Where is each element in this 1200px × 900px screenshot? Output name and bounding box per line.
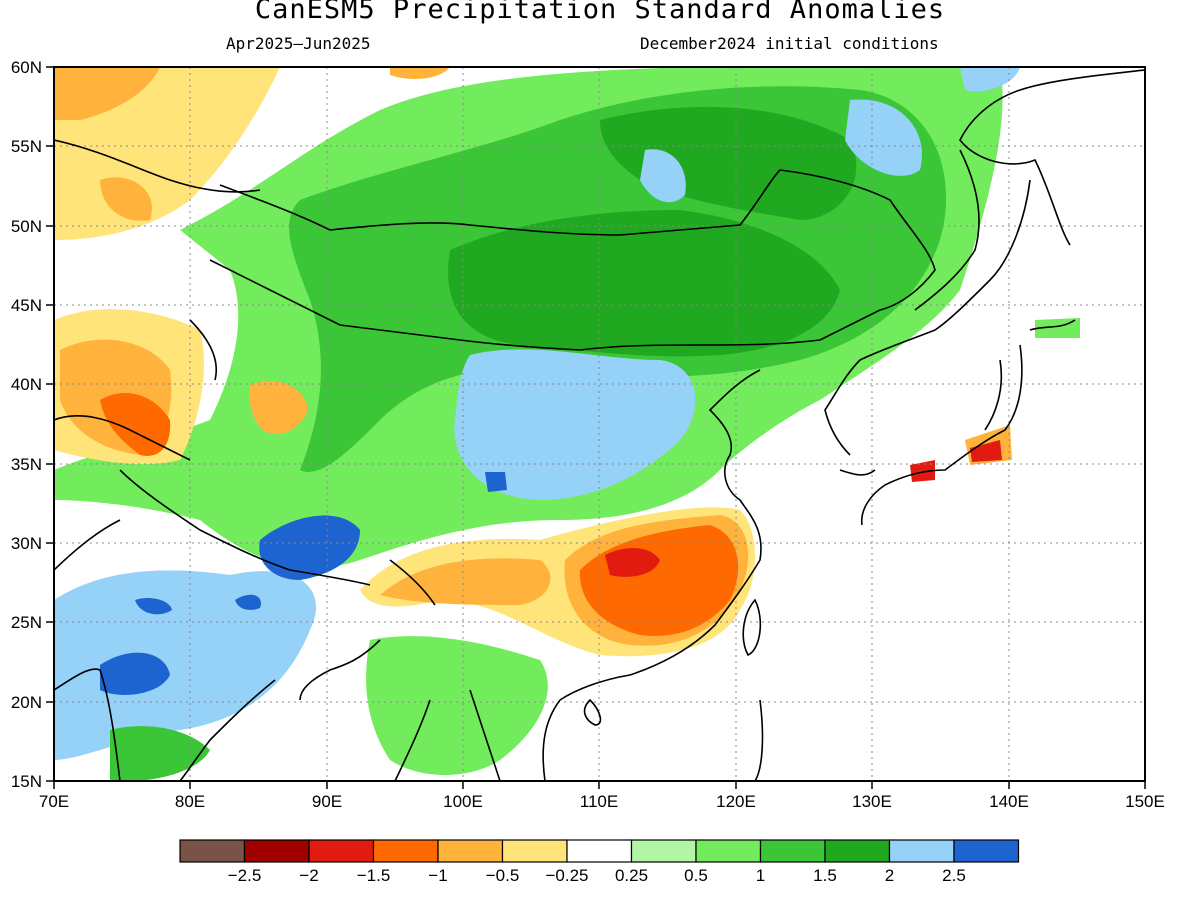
colorbar-swatch (501, 839, 568, 863)
colorbar-label: −1 (428, 866, 448, 885)
y-tick-label: 45N (11, 296, 42, 315)
y-tick-label: 40N (11, 375, 42, 394)
colorbar-swatch (888, 839, 955, 863)
colorbar-label: −0.25 (545, 866, 589, 885)
x-tick-label: 150E (1125, 792, 1165, 811)
x-tick-label: 100E (443, 792, 483, 811)
colorbar-label: 2.5 (942, 866, 966, 885)
colorbar-label: 1.5 (813, 866, 837, 885)
y-tick-label: 20N (11, 693, 42, 712)
colorbar-label: 0.5 (684, 866, 708, 885)
colorbar-swatch (630, 839, 697, 863)
initial-conditions: December2024 initial conditions (640, 34, 939, 53)
x-tick-label: 80E (175, 792, 205, 811)
colorbar-label: 1 (755, 866, 766, 885)
colorbar-swatch (824, 839, 891, 863)
colorbar-label: −1.5 (356, 866, 391, 885)
y-tick-label: 30N (11, 534, 42, 553)
y-tick-label: 50N (11, 217, 42, 236)
x-tick-label: 140E (989, 792, 1029, 811)
colorbar (179, 839, 1020, 863)
y-axis: 15N 20N 25N 30N 35N 40N 45N 50N 55N 60N (11, 58, 54, 791)
colorbar-swatch (759, 839, 826, 863)
x-tick-label: 130E (852, 792, 892, 811)
colorbar-label: −2 (299, 866, 319, 885)
colorbar-swatch (372, 839, 439, 863)
map-title: CanESM5 Precipitation Standard Anomalies (254, 0, 946, 25)
y-tick-label: 35N (11, 455, 42, 474)
x-axis: 70E 80E 90E 100E 110E 120E 130E 140E 150… (39, 781, 1165, 811)
colorbar-swatch (953, 839, 1020, 863)
colorbar-swatch (566, 839, 633, 863)
grid-lines (54, 67, 1145, 781)
colorbar-swatch (695, 839, 762, 863)
forecast-period: Apr2025—Jun2025 (226, 34, 371, 53)
y-tick-label: 55N (11, 137, 42, 156)
colorbar-label: −2.5 (227, 866, 262, 885)
colorbar-label: −0.5 (485, 866, 520, 885)
anomaly-field (54, 67, 1145, 781)
x-tick-label: 70E (39, 792, 69, 811)
x-tick-label: 90E (312, 792, 342, 811)
x-tick-label: 120E (716, 792, 756, 811)
colorbar-swatch (437, 839, 504, 863)
y-tick-label: 15N (11, 772, 42, 791)
colorbar-swatch (308, 839, 375, 863)
colorbar-label: 0.25 (614, 866, 649, 885)
y-tick-label: 60N (11, 58, 42, 77)
x-tick-label: 110E (580, 792, 618, 811)
coastlines-borders (54, 69, 1145, 781)
colorbar-swatch (179, 839, 246, 863)
colorbar-label: 2 (884, 866, 895, 885)
colorbar-swatch (243, 839, 310, 863)
y-tick-label: 25N (11, 613, 42, 632)
